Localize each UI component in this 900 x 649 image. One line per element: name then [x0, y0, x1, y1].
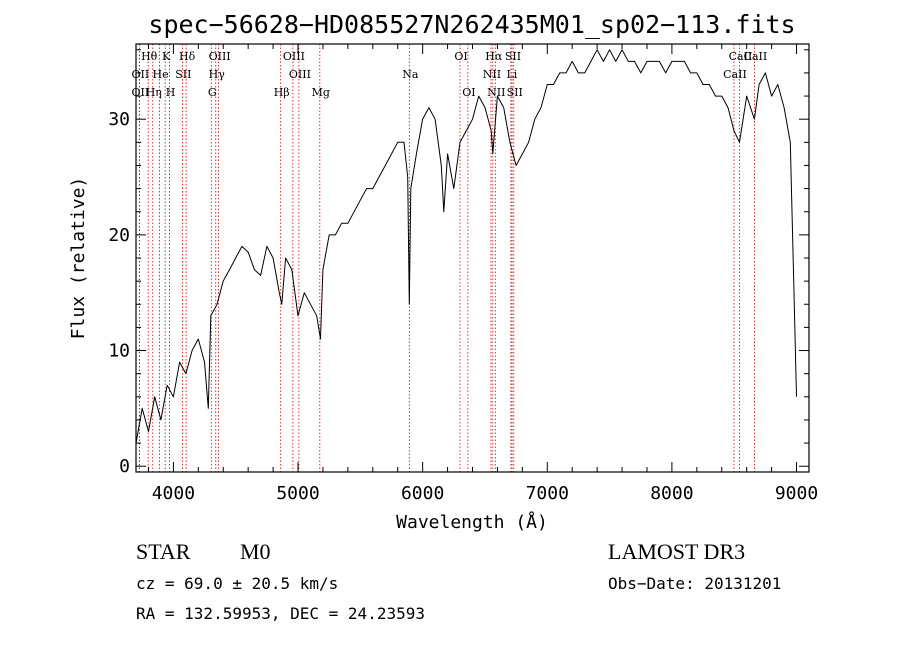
chart-title: spec−56628−HD085527N262435M01_sp02−113.f… [148, 10, 795, 39]
ra-dec: RA = 132.59953, DEC = 24.23593 [136, 604, 425, 623]
y-tick-label: 10 [108, 341, 130, 362]
spectral-line-label: SII [175, 68, 191, 81]
y-axis-ticks: 0 10 20 30 [108, 49, 809, 477]
spectral-line-label: Hη [146, 86, 162, 99]
spectral-line-label: CaII [723, 68, 747, 81]
spectral-line-label: OII [132, 68, 150, 81]
x-axis-ticks: 4000 5000 6000 7000 8000 9000 [147, 44, 818, 504]
spectral-line-label: K [162, 50, 171, 63]
spectral-line-label: He [153, 68, 169, 81]
spectrum-line [135, 49, 797, 444]
redshift-cz: cz = 69.0 ± 20.5 km/s [136, 574, 338, 593]
x-tick-label: 6000 [401, 483, 444, 504]
spectral-line-label: SII [505, 50, 521, 63]
obs-date: Obs−Date: 20131201 [608, 574, 781, 593]
spectral-line-label: OIII [209, 50, 231, 63]
subclass: M0 [240, 539, 271, 564]
x-tick-label: 7000 [526, 483, 569, 504]
spectral-line-label: OIII [283, 50, 305, 63]
spectral-line-label: G [208, 86, 217, 99]
spectral-line-label: Hθ [141, 50, 158, 63]
y-tick-label: 0 [119, 456, 130, 477]
spectral-line-label: CaII [729, 50, 753, 63]
x-tick-label: 5000 [276, 483, 319, 504]
spectral-line-label: Hγ [209, 68, 226, 81]
spectral-line-label: H [166, 86, 176, 99]
spectral-line-label: Mg [312, 86, 330, 99]
spectral-line-label: OII [132, 86, 150, 99]
spectral-line-label: Hδ [179, 50, 196, 63]
x-tick-label: 8000 [650, 483, 693, 504]
spectral-line-label: CaII [744, 50, 768, 63]
spectral-line-markers [138, 44, 755, 472]
spectral-line-label: NII [487, 86, 505, 99]
spectral-line-label: OI [462, 86, 475, 99]
y-tick-label: 20 [108, 225, 130, 246]
plot-frame [135, 43, 810, 473]
spectrum-line-group [135, 49, 797, 444]
y-tick-label: 30 [108, 109, 130, 130]
spectral-line-label: NII [483, 68, 501, 81]
x-tick-label: 9000 [775, 483, 818, 504]
spectral-line-label: OIII [289, 68, 311, 81]
spectral-line-label: Hα [485, 50, 503, 63]
object-class: STAR [136, 539, 191, 564]
survey-name: LAMOST DR3 [608, 539, 745, 564]
spectral-line-label: Li [506, 68, 517, 81]
x-axis-label: Wavelength (Å) [396, 511, 548, 533]
spectral-line-label: SII [507, 86, 523, 99]
spectral-line-label: Na [402, 68, 419, 81]
spectral-line-label: Hβ [274, 86, 290, 99]
x-tick-label: 4000 [152, 483, 195, 504]
spectral-line-label: OI [454, 50, 467, 63]
y-axis-label: Flux (relative) [68, 177, 89, 340]
